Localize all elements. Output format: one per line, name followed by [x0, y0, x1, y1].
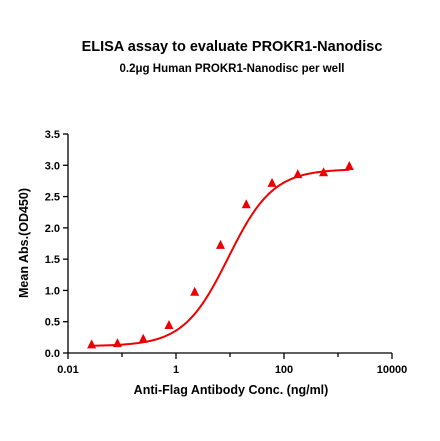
y-tick-label: 1.0: [45, 285, 60, 297]
y-tick-label: 1.5: [45, 254, 60, 266]
y-tick-label: 2.5: [45, 192, 60, 204]
data-point-triangle: [293, 169, 303, 179]
y-axis-label: Mean Abs.(OD450): [17, 188, 31, 298]
data-point-triangle: [112, 338, 122, 348]
data-point-triangle: [319, 167, 329, 177]
y-tick-label: 3.5: [45, 129, 60, 141]
data-point-triangle: [267, 177, 277, 187]
x-tick-label: 1: [173, 364, 179, 376]
fit-curve-line: [91, 168, 350, 347]
x-tick-label: 100: [275, 364, 293, 376]
fit-curve: [91, 168, 350, 347]
x-tick-label: 10000: [377, 364, 408, 376]
chart-subtitle: 0.2μg Human PROKR1-Nanodisc per well: [120, 63, 345, 75]
data-point-triangle: [87, 339, 97, 349]
y-tick-label: 3.0: [45, 160, 60, 172]
data-point-triangle: [344, 161, 354, 171]
data-points: [87, 161, 354, 349]
data-point-triangle: [138, 333, 148, 343]
data-point-triangle: [216, 239, 225, 249]
x-axis-label: Anti-Flag Antibody Conc. (ng/ml): [134, 383, 329, 397]
y-tick-label: 0.0: [45, 348, 60, 360]
x-axis-ticks: 0.01 1 100 10000: [57, 353, 407, 376]
data-point-triangle: [190, 286, 200, 296]
y-tick-label: 2.0: [45, 223, 60, 235]
y-axis-ticks: 0.0 0.5 1.0 1.5 2.0 2.5 3.0 3.5: [45, 129, 68, 360]
y-tick-label: 0.5: [45, 317, 60, 329]
data-point-triangle: [164, 319, 174, 329]
axes: [67, 134, 392, 354]
chart-title: ELISA assay to evaluate PROKR1-Nanodisc: [82, 39, 383, 55]
x-tick-label: 0.01: [57, 364, 78, 376]
data-point-triangle: [241, 199, 251, 209]
